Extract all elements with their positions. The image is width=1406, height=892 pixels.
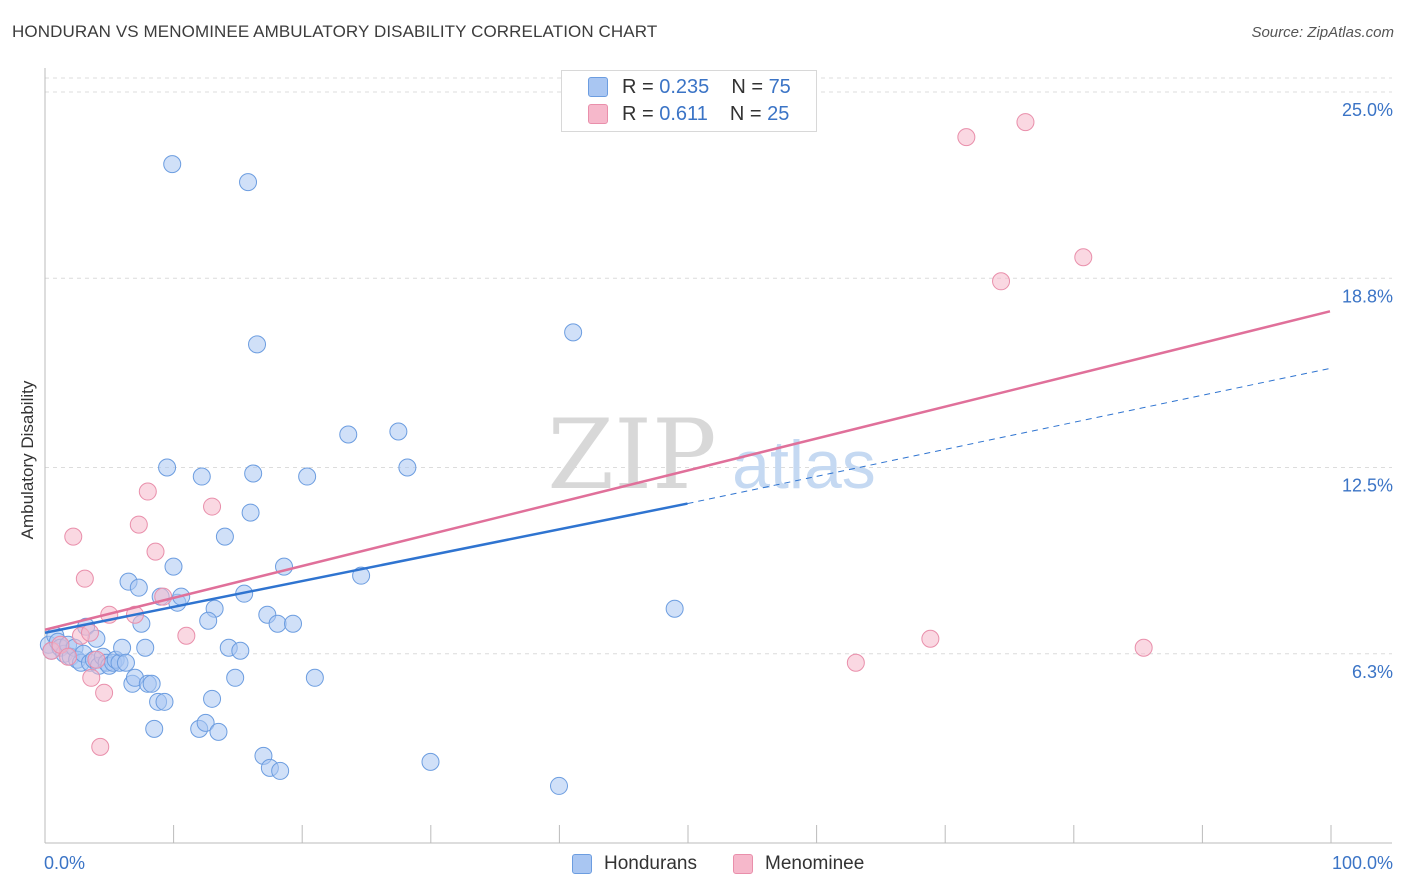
hondurans-point-58 (268, 614, 287, 633)
hondurans-point-36 (155, 692, 174, 711)
hondurans-point-44 (203, 689, 222, 708)
hondurans-point-70 (398, 458, 417, 477)
menominee-point-10 (91, 737, 110, 756)
legend-swatch-hondurans (588, 77, 608, 97)
trend-lines (44, 310, 1331, 634)
menominee-point-22 (992, 272, 1011, 291)
hondurans-point-64 (239, 173, 258, 192)
menominee-point-19 (846, 653, 865, 672)
hondurans-point-56 (241, 503, 260, 522)
bottom-legend-swatch-hondurans (572, 854, 592, 874)
axes (44, 68, 1392, 844)
hondurans-trend-line (44, 502, 688, 634)
hondurans-point-28 (129, 578, 148, 597)
hondurans-point-49 (199, 611, 218, 630)
legend-row-hondurans: R = 0.235 N = 75 (562, 74, 816, 100)
hondurans-point-42 (163, 155, 182, 174)
hondurans-point-61 (271, 761, 290, 780)
menominee-point-2 (59, 647, 78, 666)
hondurans-point-71 (421, 752, 440, 771)
menominee-point-6 (80, 623, 99, 642)
hondurans-point-47 (192, 467, 211, 486)
hondurans-point-73 (564, 323, 583, 342)
legend-row-menominee: R = 0.611 N = 25 (562, 101, 816, 127)
menominee-point-13 (129, 515, 148, 534)
hondurans-point-72 (550, 776, 568, 795)
y-tick-label-2: 18.8% (1342, 286, 1393, 306)
hondurans-point-30 (136, 638, 155, 657)
watermark-zip: ZIP (547, 399, 716, 511)
hondurans-point-65 (298, 467, 317, 486)
bottom-legend-label-menominee: Menominee (765, 853, 865, 874)
menominee-point-5 (75, 569, 94, 588)
menominee-point-14 (138, 482, 157, 501)
hondurans-point-32 (142, 674, 161, 693)
legend-swatch-menominee (588, 104, 608, 124)
hondurans-point-74 (665, 599, 684, 618)
hondurans-point-33 (145, 719, 164, 738)
chart-title: HONDURAN VS MENOMINEE AMBULATORY DISABIL… (12, 22, 658, 41)
hondurans-point-46 (215, 527, 234, 546)
menominee-point-9 (95, 683, 114, 702)
legend-text-hondurans: R = 0.235 N = 75 (622, 75, 791, 98)
menominee-point-25 (1134, 638, 1153, 657)
bottom-legend-hondurans: Hondurans (572, 852, 697, 876)
hondurans-point-51 (226, 668, 245, 687)
bottom-legend-menominee: Menominee (733, 852, 864, 876)
x-tick-label-0: 0.0% (44, 853, 85, 873)
hondurans-point-62 (284, 614, 303, 633)
hondurans-point-23 (113, 638, 132, 657)
hondurans-point-24 (116, 653, 135, 672)
menominee-point-23 (1016, 113, 1035, 132)
hondurans-point-69 (389, 422, 408, 441)
legend-text-menominee: R = 0.611 N = 25 (622, 102, 790, 125)
x-tick-label-1: 100.0% (1332, 853, 1393, 873)
hondurans-point-54 (248, 335, 267, 354)
hondurans-point-55 (244, 464, 263, 483)
menominee-point-21 (957, 128, 976, 147)
hondurans-point-68 (352, 566, 371, 585)
hondurans-point-43 (196, 713, 215, 732)
hondurans-point-45 (209, 722, 228, 741)
tick-labels: 6.3% 12.5% 18.8% 25.0% 0.0% 100.0% (44, 100, 1393, 873)
y-tick-label-3: 25.0% (1342, 100, 1393, 120)
hondurans-point-66 (305, 668, 324, 687)
legend: R = 0.235 N = 75 R = 0.611 N = 25 (561, 70, 817, 132)
bottom-legend-swatch-menominee (733, 854, 753, 874)
y-tick-label-1: 12.5% (1342, 476, 1393, 496)
menominee-point-15 (146, 542, 165, 561)
y-tick-label-0: 6.3% (1352, 662, 1393, 682)
hondurans-point-67 (339, 425, 358, 444)
menominee-point-3 (64, 527, 83, 546)
watermark: ZIP atlas (547, 399, 875, 511)
bottom-legend-label-hondurans: Hondurans (604, 853, 697, 874)
hondurans-point-37 (158, 458, 177, 477)
menominee-point-18 (203, 497, 222, 516)
gridlines (45, 77, 1392, 655)
menominee-point-7 (82, 668, 101, 687)
series-menominee (42, 113, 1153, 756)
source-label: Source: ZipAtlas.com (1251, 24, 1394, 41)
watermark-atlas: atlas (732, 427, 876, 503)
hondurans-point-38 (164, 557, 183, 576)
menominee-point-17 (177, 626, 196, 645)
menominee-point-20 (921, 629, 940, 648)
menominee-trend-line (44, 310, 1331, 631)
menominee-point-24 (1074, 248, 1093, 267)
menominee-point-8 (87, 650, 106, 669)
hondurans-point-52 (231, 641, 250, 660)
